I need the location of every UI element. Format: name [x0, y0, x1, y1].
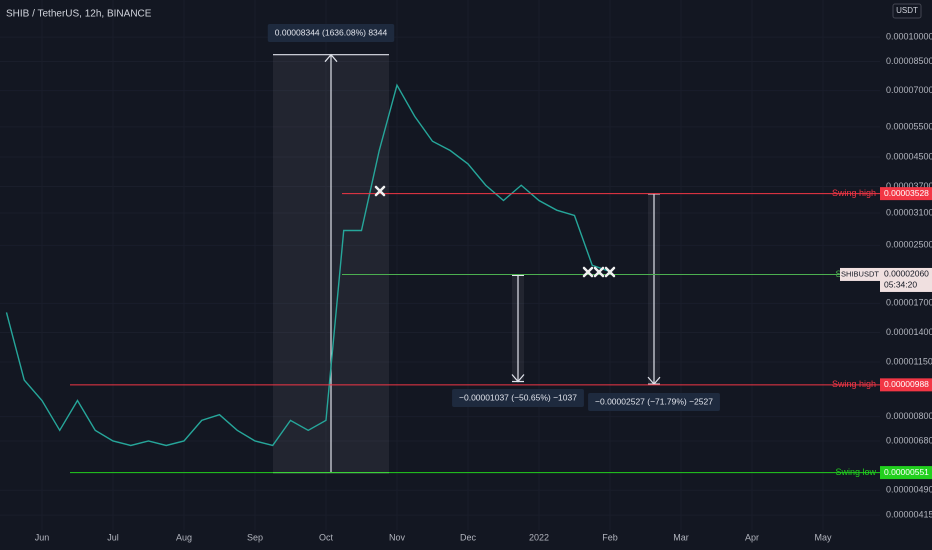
y-tick-label: 0.00001400: [886, 327, 932, 337]
measure-label: −0.00001037 (−50.65%) −1037: [459, 392, 577, 402]
measure-label-box: [267, 24, 395, 42]
y-tick-label: 0.00010000: [886, 31, 932, 41]
x-tick-label: 2022: [529, 532, 549, 542]
y-tick-label: 0.00000800: [886, 411, 932, 421]
arrow-head: [324, 53, 338, 63]
x-tick-label: Dec: [460, 532, 477, 542]
y-tick-label: 0.00000680: [886, 435, 932, 445]
x-tick-label: Sep: [247, 532, 263, 542]
x-mark: [593, 266, 605, 278]
price-axis-labels: 0.00010000 0.00008500 0.00007000 0.00005500…: [886, 31, 932, 519]
measure-label: 0.00008344 (1636.08%) 8344: [275, 27, 388, 37]
symbol-tag-label: SHIBUSDT: [841, 269, 879, 278]
price-tag: [880, 187, 932, 201]
cross-marks: [374, 185, 616, 278]
x-mark: [582, 266, 594, 278]
y-tick-label: 0.00003700: [886, 181, 932, 191]
currency: USDT: [896, 6, 918, 15]
price-tag: [880, 378, 932, 392]
x-tick-label: Feb: [602, 532, 618, 542]
arrow-head: [647, 376, 661, 386]
measure-label-box: [452, 389, 584, 407]
symbol-tag: [840, 267, 880, 281]
x-tick-label: Apr: [745, 532, 759, 542]
y-tick-label: 0.00008500: [886, 56, 932, 66]
plot-area: [5, 53, 880, 474]
y-tick-label: 0.00005500: [886, 121, 932, 131]
level-label: Swing high: [832, 379, 876, 389]
last-price-label: 0.00002060: [884, 269, 929, 279]
x-tick-label: Aug: [176, 532, 192, 542]
y-tick-label: 0.00000490: [886, 485, 932, 495]
measure-label: −0.00002527 (−71.79%) −2527: [595, 396, 713, 406]
price-tag-label: 0.00000551: [884, 467, 929, 477]
currency-box: [892, 3, 922, 19]
level-label: Swing low: [835, 467, 876, 477]
x-tick-label: Mar: [673, 532, 689, 542]
y-tick-label: 0.00001700: [886, 298, 932, 308]
x-tick-label: Oct: [319, 532, 334, 542]
level-label: Swing high: [832, 188, 876, 198]
y-tick-label: 0.00000415: [886, 510, 932, 520]
y-tick-label: 0.00003100: [886, 207, 932, 217]
y-tick-label: 0.00001150: [886, 356, 932, 366]
x-tick-label: Jul: [107, 532, 119, 542]
y-tick-label: 0.00007000: [886, 85, 932, 95]
y-tick-label: 0.00004500: [886, 151, 932, 161]
arrow-head: [511, 374, 525, 383]
price-tag-label: 0.00000988: [884, 379, 929, 389]
x-mark: [374, 185, 386, 197]
x-tick-label: Nov: [389, 532, 406, 542]
price-line: [5, 83, 611, 447]
price-tag-label: 0.00003528: [884, 188, 929, 198]
measure-label-box: [588, 393, 720, 411]
countdown-label: 05:34:20: [884, 280, 917, 290]
x-tick-label: Jun: [35, 532, 50, 542]
chart-title: SHIB / TetherUS, 12h, BINANCE: [6, 9, 152, 20]
x-tick-label: May: [814, 532, 832, 542]
y-tick-label: 0.00002500: [886, 240, 932, 250]
x-mark: [604, 266, 616, 278]
price-tag: [880, 466, 932, 480]
last-price-tag: [880, 267, 932, 292]
